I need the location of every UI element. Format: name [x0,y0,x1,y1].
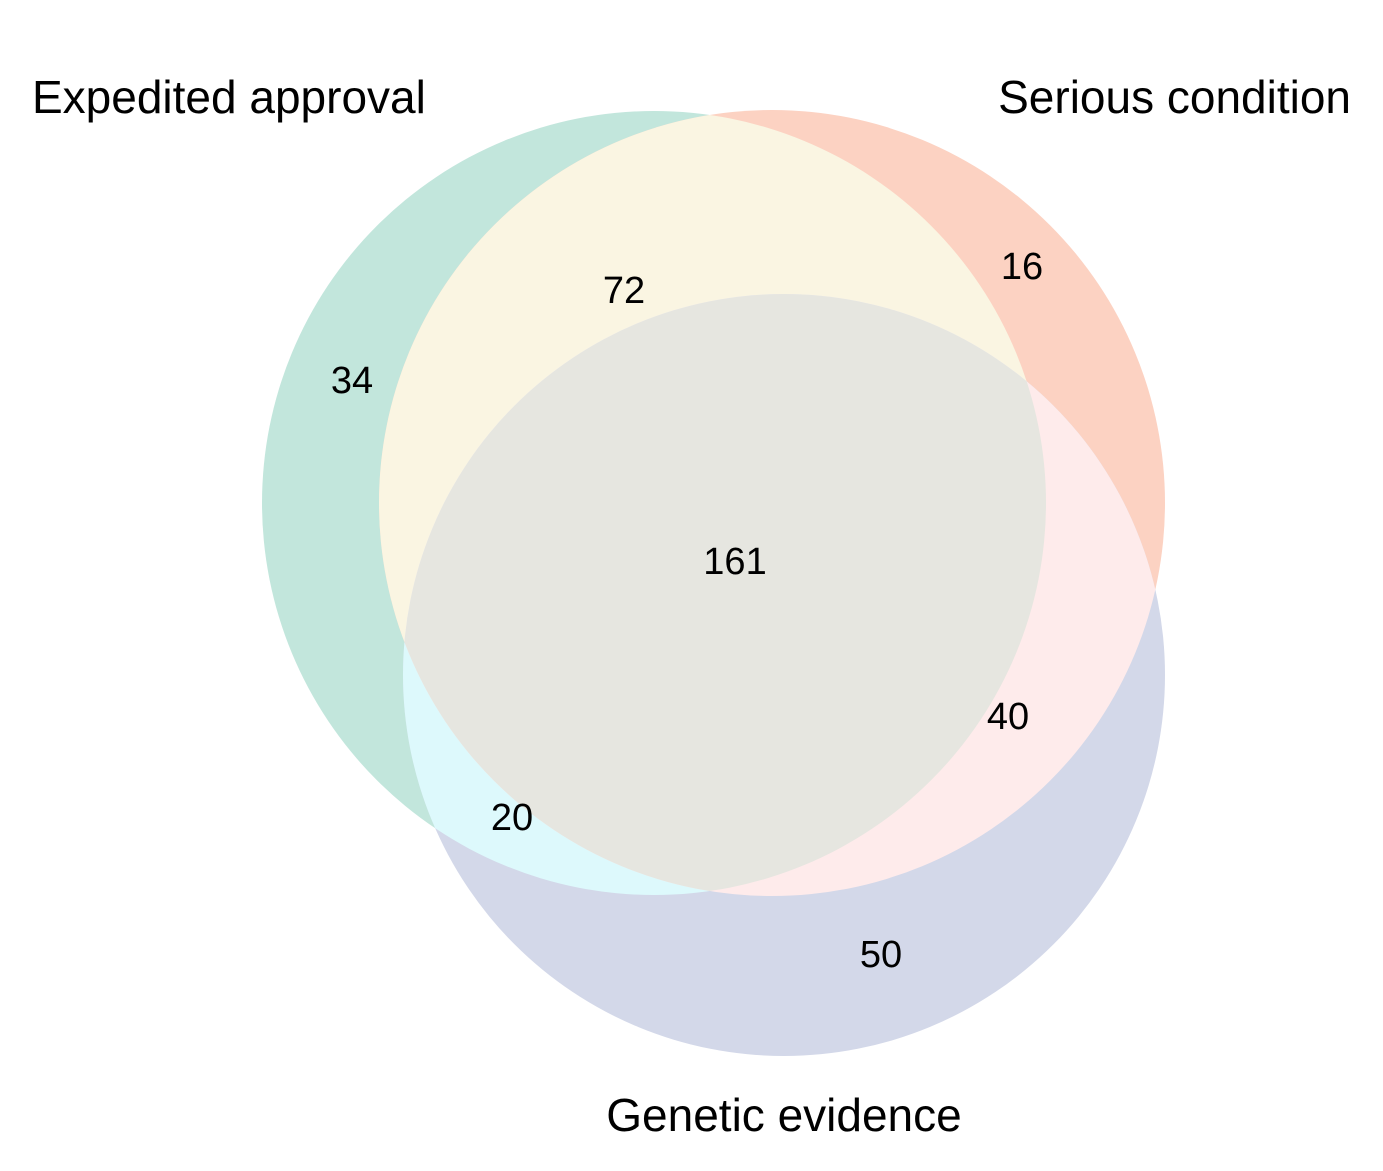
serious-only-count: 16 [1001,246,1043,288]
expedited-only-count: 34 [331,360,373,402]
genetic-only-count: 50 [860,934,902,976]
serious-genetic-count: 40 [987,696,1029,738]
all-three-count: 161 [703,541,766,583]
expedited-approval-label: Expedited approval [32,71,426,123]
serious-condition-label: Serious condition [998,71,1351,123]
expedited-genetic-count: 20 [491,797,533,839]
genetic-evidence-label: Genetic evidence [606,1089,961,1141]
expedited-serious-count: 72 [603,270,645,312]
